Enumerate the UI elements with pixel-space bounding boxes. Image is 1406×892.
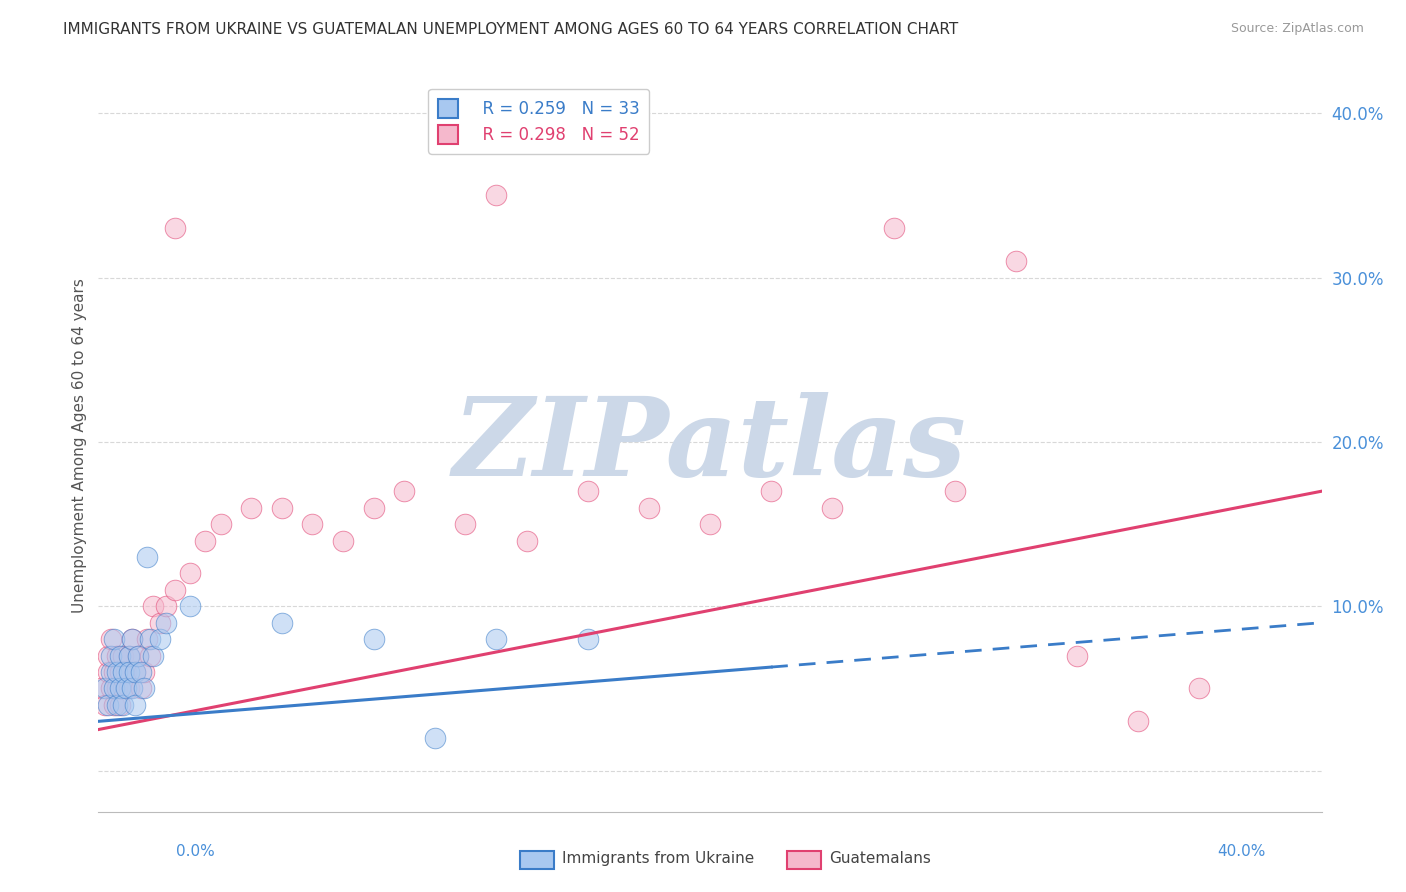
Point bbox=[129, 665, 152, 679]
Point bbox=[759, 484, 782, 499]
Point bbox=[163, 221, 186, 235]
Point bbox=[270, 615, 292, 630]
Point bbox=[105, 648, 128, 663]
Point bbox=[155, 615, 177, 630]
Point bbox=[124, 665, 146, 679]
Point bbox=[118, 681, 141, 696]
Point bbox=[90, 681, 112, 696]
Point bbox=[943, 484, 966, 499]
Text: 40.0%: 40.0% bbox=[1218, 845, 1265, 859]
Point bbox=[142, 599, 165, 614]
Point bbox=[103, 681, 125, 696]
Point bbox=[637, 500, 661, 515]
Point bbox=[139, 648, 162, 663]
Point bbox=[139, 632, 162, 647]
Point bbox=[108, 648, 131, 663]
Text: ZIPatlas: ZIPatlas bbox=[453, 392, 967, 500]
Point bbox=[100, 681, 122, 696]
Point bbox=[127, 648, 149, 663]
Point bbox=[127, 648, 149, 663]
Point bbox=[100, 632, 122, 647]
Point bbox=[194, 533, 217, 548]
Point bbox=[100, 665, 122, 679]
Text: Source: ZipAtlas.com: Source: ZipAtlas.com bbox=[1230, 22, 1364, 36]
Point bbox=[111, 698, 134, 712]
Point bbox=[1004, 254, 1026, 268]
Point bbox=[699, 517, 721, 532]
Point bbox=[423, 731, 446, 745]
Point bbox=[129, 681, 152, 696]
Point bbox=[363, 500, 385, 515]
Point bbox=[136, 632, 159, 647]
Point bbox=[97, 698, 120, 712]
Point bbox=[111, 665, 134, 679]
Y-axis label: Unemployment Among Ages 60 to 64 years: Unemployment Among Ages 60 to 64 years bbox=[72, 278, 87, 614]
Point bbox=[111, 681, 134, 696]
Point bbox=[454, 517, 477, 532]
Point bbox=[1128, 714, 1150, 729]
Point bbox=[209, 517, 232, 532]
Point bbox=[103, 632, 125, 647]
Point bbox=[149, 632, 172, 647]
Point bbox=[149, 615, 172, 630]
Point bbox=[136, 549, 159, 564]
Point bbox=[576, 484, 599, 499]
Point bbox=[179, 599, 201, 614]
Point bbox=[115, 665, 138, 679]
Point bbox=[392, 484, 416, 499]
Point bbox=[134, 665, 156, 679]
Point bbox=[124, 698, 146, 712]
Point bbox=[163, 582, 186, 597]
Point bbox=[100, 648, 122, 663]
Point bbox=[485, 188, 508, 202]
Point bbox=[124, 665, 146, 679]
Point bbox=[108, 698, 131, 712]
Point bbox=[179, 566, 201, 581]
Point bbox=[363, 632, 385, 647]
Point bbox=[485, 632, 508, 647]
Point bbox=[332, 533, 354, 548]
Point bbox=[883, 221, 905, 235]
Text: Immigrants from Ukraine: Immigrants from Ukraine bbox=[562, 851, 755, 865]
Legend:   R = 0.259   N = 33,   R = 0.298   N = 52: R = 0.259 N = 33, R = 0.298 N = 52 bbox=[429, 88, 650, 153]
Text: Guatemalans: Guatemalans bbox=[830, 851, 931, 865]
Point bbox=[108, 665, 131, 679]
Point bbox=[142, 648, 165, 663]
Point bbox=[301, 517, 323, 532]
Point bbox=[1188, 681, 1211, 696]
Point bbox=[97, 648, 120, 663]
Point bbox=[105, 665, 128, 679]
Point bbox=[111, 648, 134, 663]
Point bbox=[118, 648, 141, 663]
Point bbox=[105, 681, 128, 696]
Text: IMMIGRANTS FROM UKRAINE VS GUATEMALAN UNEMPLOYMENT AMONG AGES 60 TO 64 YEARS COR: IMMIGRANTS FROM UKRAINE VS GUATEMALAN UN… bbox=[63, 22, 959, 37]
Point bbox=[115, 681, 138, 696]
Point bbox=[105, 698, 128, 712]
Point bbox=[576, 632, 599, 647]
Point bbox=[103, 698, 125, 712]
Point bbox=[118, 648, 141, 663]
Point bbox=[270, 500, 292, 515]
Point bbox=[121, 632, 143, 647]
Point bbox=[103, 665, 125, 679]
Text: 0.0%: 0.0% bbox=[176, 845, 215, 859]
Point bbox=[93, 681, 115, 696]
Point bbox=[108, 681, 131, 696]
Point bbox=[516, 533, 538, 548]
Point bbox=[134, 681, 156, 696]
Point bbox=[155, 599, 177, 614]
Point bbox=[121, 632, 143, 647]
Point bbox=[121, 681, 143, 696]
Point bbox=[97, 665, 120, 679]
Point bbox=[1066, 648, 1088, 663]
Point bbox=[93, 698, 115, 712]
Point bbox=[118, 665, 141, 679]
Point bbox=[821, 500, 844, 515]
Point bbox=[240, 500, 263, 515]
